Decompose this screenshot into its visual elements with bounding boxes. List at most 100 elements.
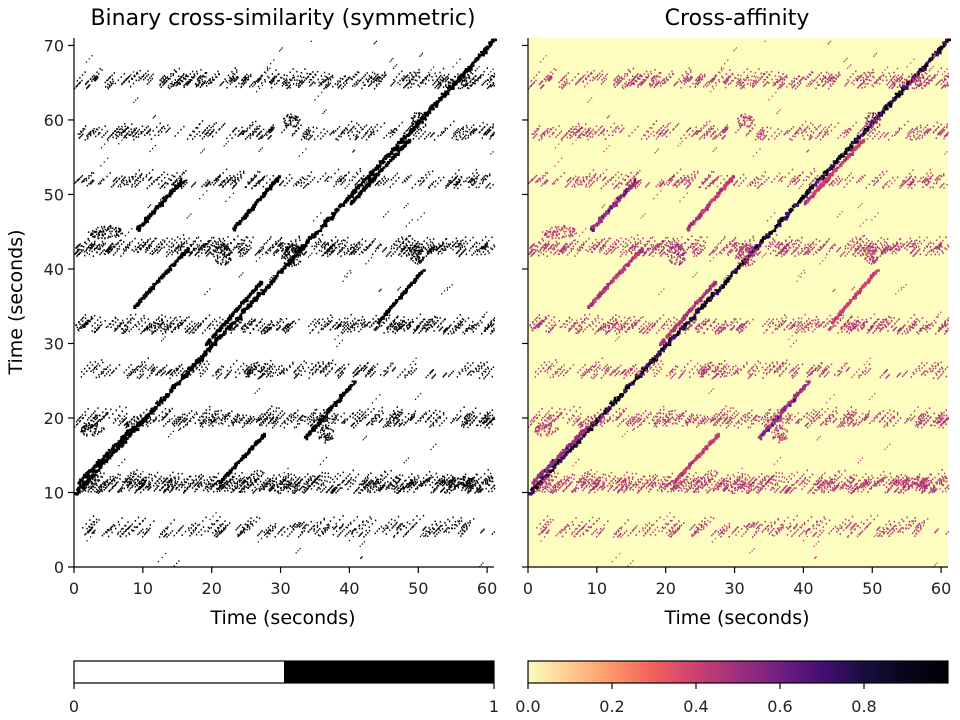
left-heatmap-cell: [397, 414, 398, 416]
left-heatmap-cell: [419, 262, 420, 264]
left-heatmap-cell: [244, 417, 245, 419]
left-heatmap-cell: [294, 482, 295, 484]
left-heatmap-cell: [163, 478, 164, 480]
left-heatmap-cell: [165, 408, 166, 410]
left-heatmap-cell: [161, 480, 162, 482]
left-heatmap-cell: [288, 326, 289, 328]
left-heatmap-cell: [221, 250, 222, 252]
left-heatmap-cell: [316, 482, 317, 484]
left-heatmap-cell: [287, 481, 288, 483]
left-heatmap-cell: [83, 481, 84, 483]
left-heatmap-cell: [394, 319, 395, 321]
left-heatmap-cell: [285, 123, 286, 125]
left-heatmap-cell: [453, 489, 454, 491]
left-heatmap-cell: [347, 418, 348, 420]
left-heatmap-cell: [416, 113, 417, 115]
left-heatmap-cell: [324, 321, 325, 323]
left-heatmap-cell: [201, 483, 202, 485]
left-heatmap-cell: [285, 120, 286, 122]
left-heatmap-cell: [293, 321, 294, 323]
left-heatmap-cell: [145, 322, 146, 324]
left-heatmap-cell: [395, 477, 396, 479]
left-heatmap-cell: [487, 425, 488, 427]
left-heatmap-cell: [232, 476, 233, 478]
left-heatmap-cell: [382, 487, 383, 489]
left-heatmap-cell: [284, 257, 285, 259]
left-heatmap-cell: [373, 486, 374, 488]
left-heatmap-cell: [123, 419, 124, 421]
left-heatmap-cell: [375, 416, 376, 418]
left-heatmap-cell: [332, 317, 333, 319]
left-heatmap-cell: [167, 413, 168, 415]
left-heatmap-cell: [427, 478, 428, 480]
left-heatmap-cell: [289, 328, 290, 330]
left-heatmap-cell: [106, 230, 107, 232]
left-heatmap-cell: [443, 412, 444, 414]
left-heatmap-cell: [149, 326, 150, 328]
left-heatmap-cell: [202, 416, 203, 418]
left-heatmap-cell: [229, 479, 230, 481]
left-heatmap-cell: [299, 119, 300, 121]
left-heatmap-cell: [272, 480, 273, 482]
left-heatmap-cell: [296, 245, 297, 247]
left-heatmap-cell: [221, 325, 222, 327]
left-heatmap-cell: [231, 252, 232, 254]
left-heatmap-cell: [489, 415, 490, 417]
left-heatmap-cell: [422, 114, 423, 116]
left-heatmap-cell: [331, 422, 332, 424]
left-heatmap-cell: [364, 319, 365, 321]
left-heatmap-cell: [415, 481, 416, 483]
left-heatmap-cell: [183, 426, 184, 428]
left-heatmap-cell: [171, 479, 172, 481]
left-heatmap-cell: [229, 412, 230, 414]
left-heatmap-cell: [117, 491, 118, 493]
left-heatmap-cell: [423, 325, 424, 327]
left-heatmap-cell: [268, 422, 269, 424]
left-heatmap-cell: [81, 491, 82, 493]
left-heatmap-cell: [116, 233, 117, 235]
left-heatmap-cell: [224, 485, 225, 487]
left-heatmap-cell: [88, 427, 89, 429]
left-heatmap-cell: [287, 486, 288, 488]
left-heatmap-cell: [184, 417, 185, 419]
left-heatmap-cell: [292, 249, 293, 251]
left-heatmap-cell: [384, 482, 385, 484]
left-heatmap-cell: [336, 418, 337, 420]
left-heatmap-cell: [227, 262, 228, 264]
left-heatmap-cell: [447, 482, 448, 484]
left-heatmap-cell: [270, 412, 271, 414]
left-heatmap-cell: [193, 480, 194, 482]
left-heatmap-cell: [330, 492, 331, 494]
left-heatmap-cell: [222, 259, 223, 261]
left-heatmap-cell: [423, 417, 424, 419]
left-heatmap-cell: [118, 228, 119, 230]
left-heatmap-cell: [441, 422, 442, 424]
left-heatmap-cell: [378, 482, 379, 484]
left-heatmap-cell: [471, 418, 472, 420]
left-heatmap-cell: [443, 414, 444, 416]
left-heatmap-cell: [229, 487, 230, 489]
left-chart-title: Binary cross-similarity (symmetric): [90, 6, 475, 31]
left-heatmap-cell: [454, 478, 455, 480]
left-heatmap-cell: [154, 322, 155, 324]
left-heatmap-cell: [274, 485, 275, 487]
left-heatmap-cell: [482, 422, 483, 424]
left-heatmap-cell: [156, 487, 157, 489]
left-heatmap-cell: [269, 483, 270, 485]
left-heatmap-cell: [412, 118, 413, 120]
left-heatmap-cell: [406, 325, 407, 327]
left-heatmap-cell: [464, 421, 465, 423]
left-heatmap-cell: [327, 437, 328, 439]
left-heatmap-cell: [91, 420, 92, 422]
left-heatmap-cell: [353, 383, 355, 385]
left-heatmap-cell: [415, 262, 416, 264]
left-heatmap-cell: [449, 486, 450, 488]
left-heatmap-cell: [459, 417, 460, 419]
left-heatmap-cell: [468, 418, 469, 420]
left-heatmap-cell: [193, 482, 194, 484]
left-heatmap-cell: [161, 201, 163, 204]
left-heatmap-cell: [259, 490, 260, 492]
left-heatmap-cell: [381, 410, 382, 412]
left-heatmap-cell: [258, 329, 259, 331]
left-heatmap-cell: [85, 414, 86, 416]
